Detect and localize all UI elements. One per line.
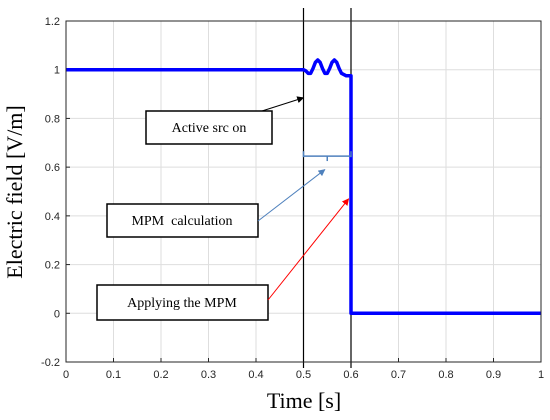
x-tick-label: 0.8 — [438, 369, 453, 381]
y-tick-label: -0.2 — [41, 357, 60, 369]
x-tick-label: 0 — [63, 369, 69, 381]
y-tick-label: 1.2 — [45, 16, 60, 28]
calculation-bracket — [302, 151, 352, 162]
x-tick-label: 0.5 — [296, 369, 311, 381]
annotation-text: Active src on — [172, 121, 247, 136]
y-axis-title: Electric field [V/m] — [2, 105, 27, 278]
x-tick-label: 0.3 — [201, 369, 216, 381]
x-tick-label: 1 — [538, 369, 544, 381]
annotation-mpm-calculation: MPM calculation — [106, 203, 259, 238]
y-tick-label: 1 — [54, 65, 60, 77]
tick-labels: 0 0.1 0.2 0.3 0.4 0.5 0.6 0.7 0.8 0.9 1-0.200.20.4… — [41, 16, 544, 381]
x-tick-label: 0.6 — [343, 369, 358, 381]
x-tick-label: 0.2 — [153, 369, 168, 381]
plot-frame — [65, 20, 542, 363]
y-tick-label: 0 — [54, 308, 60, 320]
annotation-box — [145, 110, 273, 145]
annotation-arrow-applying-mpm — [267, 198, 350, 301]
annotation-active-src: Active src on — [145, 110, 273, 145]
annotation-box — [96, 284, 269, 321]
electric-field-line — [66, 58, 541, 316]
y-tick-label: 0.2 — [45, 260, 60, 272]
marker-lines — [302, 8, 352, 368]
annotation-box — [106, 203, 259, 238]
y-tick-label: 0.8 — [45, 113, 60, 125]
annotation-applying-mpm: Applying the MPM — [96, 284, 269, 321]
annotation-arrow-active-src — [261, 96, 305, 112]
x-tick-label: 0.1 — [106, 369, 121, 381]
annotation-arrow-mpm-calculation — [257, 169, 326, 222]
y-tick-label: 0.6 — [45, 162, 60, 174]
annotation-text: MPM calculation — [131, 214, 232, 229]
series — [66, 58, 541, 316]
x-tick-label: 0.4 — [248, 369, 263, 381]
x-tick-label: 0.7 — [391, 369, 406, 381]
x-tick-label: 0.9 — [486, 369, 501, 381]
y-tick-label: 0.4 — [45, 211, 60, 223]
x-axis-title: Time [s] — [267, 388, 341, 413]
annotation-text: Applying the MPM — [127, 296, 237, 311]
